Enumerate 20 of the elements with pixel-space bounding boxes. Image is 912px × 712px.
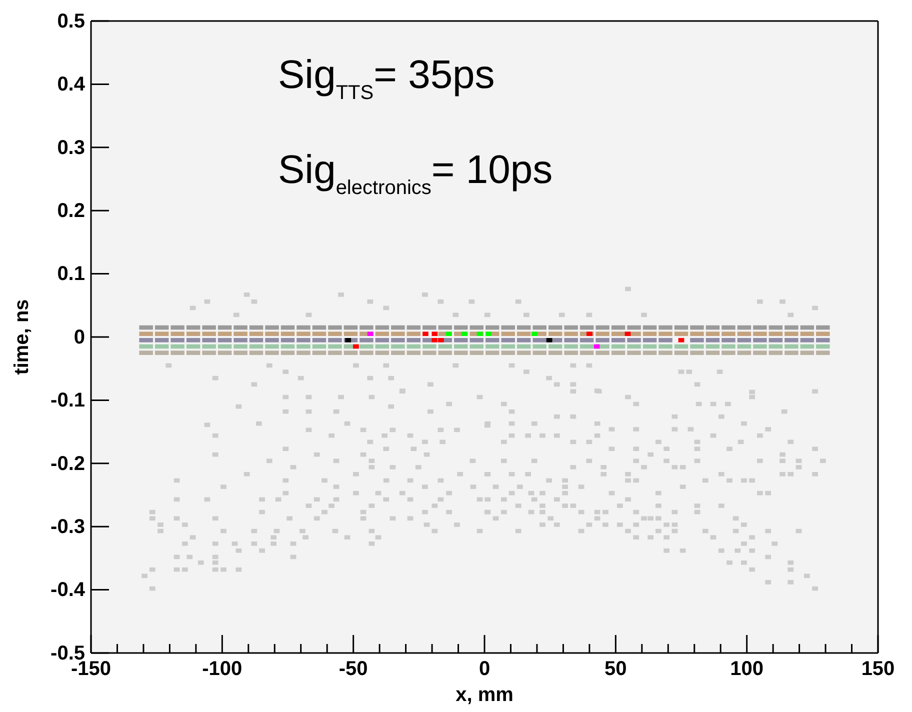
y-tick-label: -0.2 [50, 452, 85, 475]
annotation: Sig$_{electronics}$= 10ps [278, 148, 553, 199]
y-tick-label: 0.3 [57, 136, 85, 159]
y-tick-label: 0.4 [57, 74, 86, 96]
x-tick-label: 150 [861, 658, 895, 680]
x-tick-label: -50 [338, 658, 368, 680]
x-tick-label: 0 [478, 658, 490, 680]
y-tick-label: 0.1 [57, 263, 85, 286]
y-tick-label: 0 [74, 326, 85, 348]
y-tick-label: -0.1 [50, 390, 85, 412]
x-tick-label: 50 [604, 658, 627, 680]
x-tick-label: -100 [202, 658, 242, 680]
y-tick-label: -0.4 [50, 579, 86, 602]
x-axis-title: x, mm [456, 684, 514, 706]
y-tick-label: 0.5 [57, 10, 85, 32]
annotation: Sig$_{TTS}$= 35ps [278, 53, 495, 104]
y-tick-label: 0.2 [57, 200, 85, 222]
y-axis-title: time, ns [11, 299, 33, 375]
x-tick-label: 100 [730, 658, 764, 680]
y-tick-label: -0.3 [50, 516, 85, 538]
